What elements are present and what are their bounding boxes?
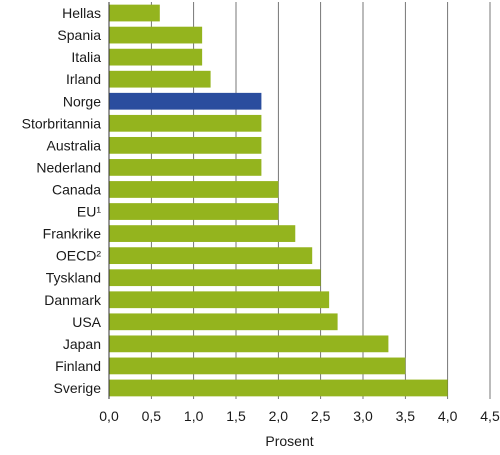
bar [109,48,203,66]
category-label: Nederland [36,159,101,175]
bar [109,247,313,265]
category-label: OECD² [56,248,101,264]
x-tick-label: 4,0 [438,408,458,424]
bar [109,159,262,176]
x-tick-label: 1,5 [226,408,246,424]
x-tick-label: 1,0 [184,408,204,424]
bar [109,26,203,44]
x-tick-label: 3,0 [353,408,373,424]
category-label: Norge [63,93,101,109]
category-label: Finland [55,358,101,374]
x-tick-labels: 0,0 0,5 1,0 1,5 2,0 2,5 3,0 3,5 4,0 4,5 [99,408,500,424]
x-tick-label: 3,5 [396,408,416,424]
category-label: Italia [71,49,101,65]
category-label: Canada [52,181,101,197]
grid-lines [150,2,491,399]
bar [109,114,262,132]
category-labels: Hellas Spania Italia Irland Norge Storbritann… [22,5,102,396]
category-label: Irland [66,71,101,87]
bar [109,136,262,154]
x-tick-label: 2,5 [311,408,331,424]
bar [109,70,211,88]
bars [109,4,448,397]
bar [109,291,330,309]
bar [109,379,448,397]
x-tick-label: 2,0 [269,408,289,424]
bar [109,203,279,220]
category-label: Sverige [54,380,102,396]
bar [109,313,338,331]
category-label: Hellas [62,5,101,21]
bar [109,269,321,287]
x-tick-label: 0,5 [142,408,162,424]
bar [109,225,296,242]
category-label: Spania [57,27,101,43]
category-label: Tyskland [46,270,101,286]
category-label: Frankrike [43,226,102,242]
bar [109,4,160,22]
category-label: Danmark [44,292,102,308]
category-label: Storbritannia [22,115,102,131]
x-axis-title: Prosent [265,433,313,449]
category-label: Japan [63,336,101,352]
category-label: Australia [47,137,102,153]
bar [109,357,406,375]
bar [109,335,389,353]
x-tick-label: 0,0 [99,408,119,424]
bar [109,92,262,110]
category-label: USA [72,314,101,330]
bar [109,181,279,198]
x-tick-label: 4,5 [480,408,500,424]
category-label: EU¹ [77,204,101,220]
